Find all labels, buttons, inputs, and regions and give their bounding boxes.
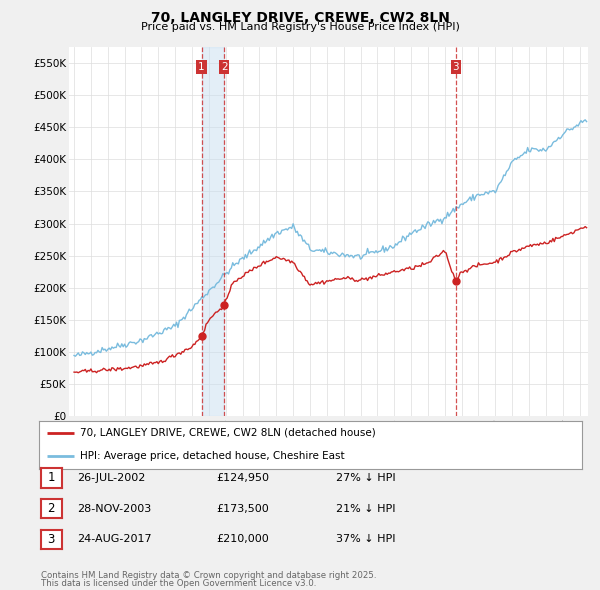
Text: 27% ↓ HPI: 27% ↓ HPI (336, 473, 395, 483)
Text: Price paid vs. HM Land Registry's House Price Index (HPI): Price paid vs. HM Land Registry's House … (140, 22, 460, 32)
Text: 2: 2 (221, 62, 227, 72)
Text: 70, LANGLEY DRIVE, CREWE, CW2 8LN (detached house): 70, LANGLEY DRIVE, CREWE, CW2 8LN (detac… (80, 428, 376, 438)
Text: 3: 3 (452, 62, 459, 72)
Text: 37% ↓ HPI: 37% ↓ HPI (336, 535, 395, 544)
Text: Contains HM Land Registry data © Crown copyright and database right 2025.: Contains HM Land Registry data © Crown c… (41, 571, 376, 580)
Text: HPI: Average price, detached house, Cheshire East: HPI: Average price, detached house, Ches… (80, 451, 344, 461)
Text: 28-NOV-2003: 28-NOV-2003 (77, 504, 151, 513)
Text: £124,950: £124,950 (216, 473, 269, 483)
Text: 3: 3 (47, 533, 55, 546)
Text: 1: 1 (47, 471, 55, 484)
Text: This data is licensed under the Open Government Licence v3.0.: This data is licensed under the Open Gov… (41, 579, 316, 588)
Text: 2: 2 (47, 502, 55, 515)
Text: 1: 1 (199, 62, 205, 72)
Text: 24-AUG-2017: 24-AUG-2017 (77, 535, 151, 544)
Bar (202, 47, 224, 416)
Text: £173,500: £173,500 (216, 504, 269, 513)
Text: 26-JUL-2002: 26-JUL-2002 (77, 473, 145, 483)
Text: £210,000: £210,000 (216, 535, 269, 544)
Text: 21% ↓ HPI: 21% ↓ HPI (336, 504, 395, 513)
Text: 70, LANGLEY DRIVE, CREWE, CW2 8LN: 70, LANGLEY DRIVE, CREWE, CW2 8LN (151, 11, 449, 25)
